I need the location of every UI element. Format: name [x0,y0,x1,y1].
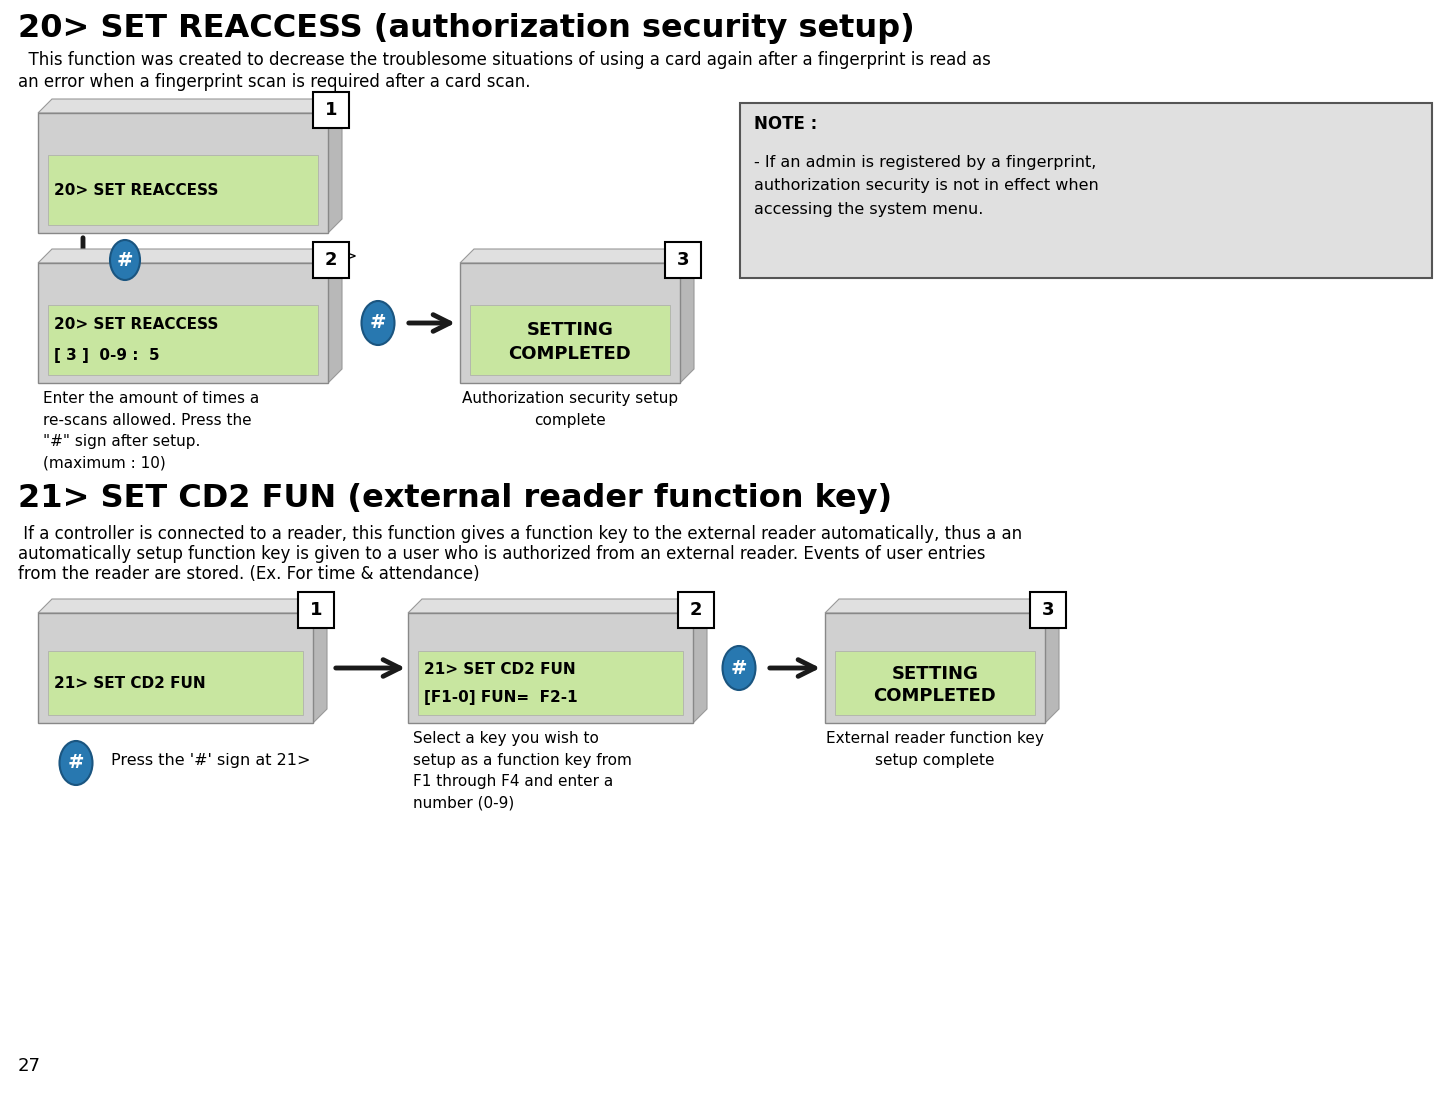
Text: an error when a fingerprint scan is required after a card scan.: an error when a fingerprint scan is requ… [17,73,531,92]
Text: 27: 27 [17,1057,41,1075]
FancyBboxPatch shape [835,651,1035,715]
Text: - If an admin is registered by a fingerprint,
authorization security is not in e: - If an admin is registered by a fingerp… [754,156,1099,217]
Text: COMPLETED: COMPLETED [873,687,996,705]
Ellipse shape [59,741,93,785]
FancyBboxPatch shape [825,613,1045,722]
FancyBboxPatch shape [38,613,313,722]
FancyBboxPatch shape [418,651,683,715]
FancyBboxPatch shape [299,592,334,628]
FancyBboxPatch shape [407,613,693,722]
FancyBboxPatch shape [313,92,349,128]
FancyBboxPatch shape [38,113,328,233]
Text: [ 3 ]  0-9 :  5: [ 3 ] 0-9 : 5 [54,349,160,363]
Polygon shape [693,599,708,722]
Text: If a controller is connected to a reader, this function gives a function key to : If a controller is connected to a reader… [17,525,1022,543]
Text: 20> SET REACCESS: 20> SET REACCESS [54,318,219,332]
FancyBboxPatch shape [460,263,680,383]
Text: This function was created to decrease the troublesome situations of using a card: This function was created to decrease th… [17,51,990,69]
Text: 20> SET REACCESS (authorization security setup): 20> SET REACCESS (authorization security… [17,13,915,44]
FancyBboxPatch shape [740,103,1433,278]
Text: COMPLETED: COMPLETED [509,345,631,363]
Text: [F1-0] FUN=  F2-1: [F1-0] FUN= F2-1 [423,689,577,705]
FancyBboxPatch shape [313,242,349,278]
Ellipse shape [110,240,141,280]
Text: Press the '#' sign at 21>: Press the '#' sign at 21> [112,753,310,769]
Ellipse shape [722,646,755,690]
Polygon shape [38,249,342,263]
Polygon shape [680,249,695,383]
Polygon shape [328,249,342,383]
Text: 2: 2 [690,601,702,619]
Text: 21> SET CD2 FUN: 21> SET CD2 FUN [423,662,576,676]
Text: External reader function key
setup complete: External reader function key setup compl… [826,731,1044,768]
Text: Select a key you wish to
setup as a function key from
F1 through F4 and enter a
: Select a key you wish to setup as a func… [413,731,632,811]
Text: from the reader are stored. (Ex. For time & attendance): from the reader are stored. (Ex. For tim… [17,565,480,583]
FancyBboxPatch shape [679,592,713,628]
Text: Authorization security setup
complete: Authorization security setup complete [463,390,679,428]
Text: NOTE :: NOTE : [754,115,818,133]
Polygon shape [1045,599,1058,722]
Polygon shape [313,599,328,722]
Text: Enter the amount of times a
re-scans allowed. Press the
"#" sign after setup.
(m: Enter the amount of times a re-scans all… [44,390,260,471]
Polygon shape [328,99,342,233]
Text: Press the '#' sign at 20>: Press the '#' sign at 20> [158,248,357,264]
Polygon shape [460,249,695,263]
FancyBboxPatch shape [1030,592,1066,628]
Text: 3: 3 [1041,601,1054,619]
FancyBboxPatch shape [666,242,700,278]
Text: #: # [370,313,386,332]
Text: 1: 1 [325,101,338,119]
Text: automatically setup function key is given to a user who is authorized from an ex: automatically setup function key is give… [17,545,986,563]
Text: #: # [117,250,133,269]
FancyBboxPatch shape [38,263,328,383]
Text: 20> SET REACCESS: 20> SET REACCESS [54,183,219,197]
FancyBboxPatch shape [48,156,318,225]
Text: #: # [68,753,84,772]
Text: 2: 2 [325,251,338,269]
Text: 3: 3 [677,251,689,269]
FancyBboxPatch shape [48,306,318,375]
Text: 21> SET CD2 FUN: 21> SET CD2 FUN [54,676,206,690]
Text: SETTING: SETTING [526,321,613,339]
Polygon shape [825,599,1058,613]
FancyBboxPatch shape [48,651,303,715]
FancyBboxPatch shape [470,306,670,375]
Polygon shape [407,599,708,613]
Polygon shape [38,599,328,613]
Polygon shape [38,99,342,113]
Ellipse shape [361,301,394,345]
Text: 21> SET CD2 FUN (external reader function key): 21> SET CD2 FUN (external reader functio… [17,483,892,514]
Text: 1: 1 [310,601,322,619]
Text: #: # [731,658,747,677]
Text: SETTING: SETTING [892,664,979,683]
